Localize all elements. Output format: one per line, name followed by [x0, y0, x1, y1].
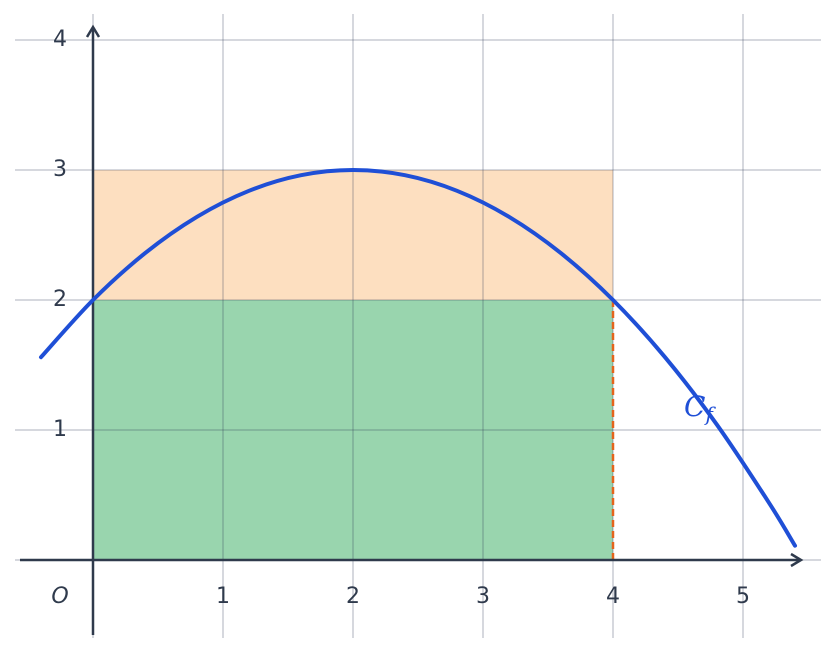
origin-label: O: [51, 584, 68, 609]
y-tick-label: 1: [53, 417, 67, 442]
area-rect: [93, 300, 613, 560]
x-tick-label: 2: [346, 584, 360, 609]
y-tick-label: 2: [53, 287, 67, 312]
x-tick-label: 5: [736, 584, 750, 609]
curve-label: Cf: [684, 390, 716, 426]
x-tick-label: 4: [606, 584, 620, 609]
curve: [39, 167, 797, 548]
area-rect: [93, 170, 613, 300]
curve-label-main: C: [684, 390, 705, 423]
y-axis-arrow: [85, 24, 101, 38]
x-tick-label: 1: [216, 584, 230, 609]
x-axis-arrow: [790, 552, 804, 568]
y-tick-label: 4: [53, 27, 67, 52]
x-tick-label: 3: [476, 584, 490, 609]
y-tick-label: 3: [53, 157, 67, 182]
